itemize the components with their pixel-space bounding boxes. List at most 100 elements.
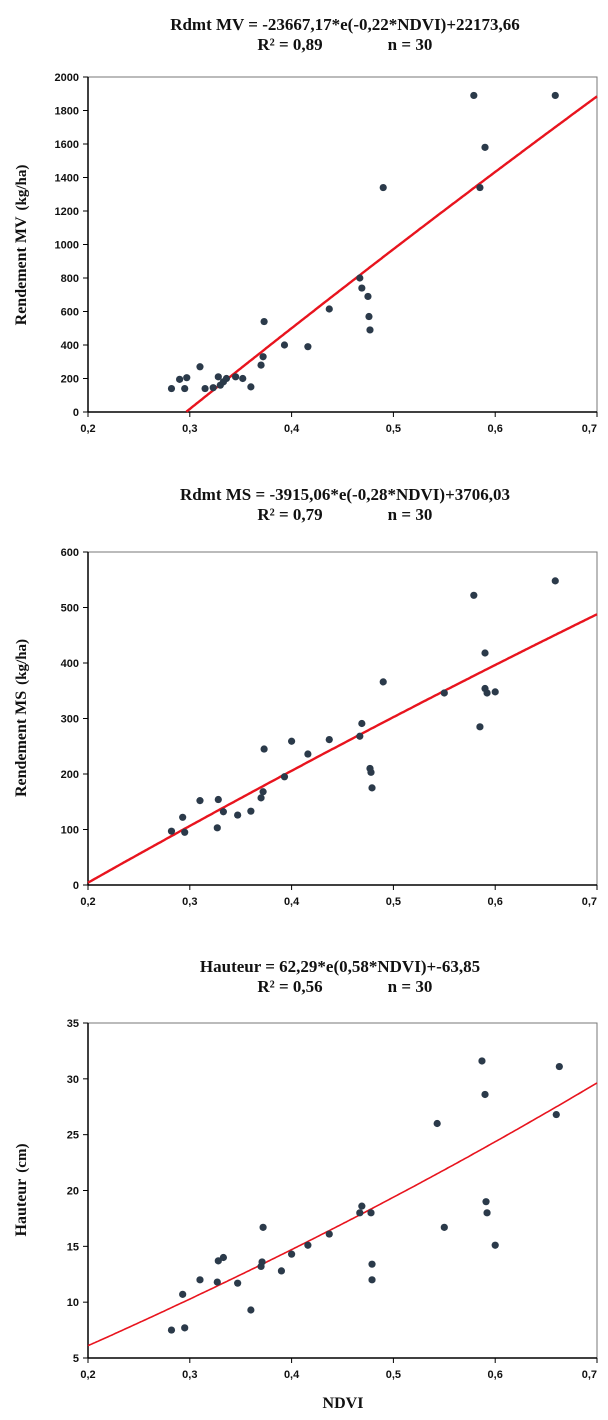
panel-3-x-axis-label: NDVI — [323, 1395, 364, 1412]
data-point — [365, 312, 373, 321]
fit-curve — [87, 613, 598, 884]
y-tick-label: 1600 — [55, 139, 79, 151]
data-point — [213, 1278, 221, 1286]
data-point — [181, 384, 189, 393]
panel-3-r2-label: R² = 0,56 — [257, 977, 322, 996]
y-tick-label: 30 — [67, 1074, 79, 1086]
data-point — [440, 689, 448, 697]
y-tick-label: 15 — [67, 1241, 79, 1253]
panel-3-title-line1: Hauteur = 62,29*e(0,58*NDVI)+-63,85 — [200, 957, 480, 976]
data-point — [364, 292, 372, 301]
data-point — [555, 1062, 563, 1071]
data-point — [260, 317, 268, 326]
data-point — [476, 723, 484, 731]
data-point — [167, 384, 176, 393]
x-tick-label: 0,3 — [182, 896, 197, 908]
y-tick-label: 800 — [61, 273, 79, 285]
y-tick-label: 2000 — [55, 72, 79, 84]
x-tick-label: 0,4 — [284, 423, 300, 435]
data-point — [368, 784, 376, 792]
data-point — [183, 374, 191, 382]
panel-2-plot: 0 100 200 300 400 500 600 0,2 0,3 0,4 0,5 0,6 0,7 — [61, 547, 598, 908]
data-point — [482, 1198, 490, 1206]
data-point — [219, 808, 227, 816]
data-point — [483, 689, 491, 697]
data-point — [277, 1267, 286, 1275]
y-tick-label: 600 — [61, 307, 79, 319]
data-point — [259, 353, 267, 361]
data-point — [325, 305, 333, 313]
data-point — [491, 1241, 499, 1249]
y-tick-label: 1000 — [55, 240, 79, 252]
y-tick-label: 0 — [73, 407, 79, 419]
data-point — [358, 1202, 366, 1210]
x-tick-label: 0,5 — [386, 423, 401, 435]
x-tick-label: 0,6 — [488, 423, 503, 435]
data-point — [259, 788, 267, 796]
y-tick-label: 35 — [67, 1018, 79, 1030]
data-point — [181, 1324, 189, 1332]
x-tick-label: 0,7 — [582, 1369, 597, 1381]
panel-1-n-label: n = 30 — [388, 35, 433, 54]
data-point — [304, 1241, 312, 1249]
panel-rendement-mv: Rdmt MV = -23667,17*e(-0,22*NDVI)+22173,… — [13, 15, 598, 435]
y-tick-label: 300 — [61, 714, 79, 726]
data-point — [214, 1257, 222, 1265]
data-point — [325, 1230, 333, 1238]
data-point — [247, 1306, 255, 1314]
y-tick-label: 600 — [61, 547, 79, 559]
data-point — [196, 363, 204, 371]
x-tick-label: 0,5 — [386, 896, 401, 908]
data-point — [232, 373, 240, 381]
x-tick-label: 0,4 — [284, 896, 300, 908]
data-point — [433, 1119, 441, 1128]
y-tick-label: 1400 — [55, 173, 79, 185]
data-point — [196, 797, 204, 805]
data-point — [551, 91, 559, 100]
data-point — [219, 1253, 227, 1262]
y-tick-label: 500 — [61, 603, 79, 615]
panel-2-y-axis-label: Rendement MS(kg/ha) — [13, 639, 30, 797]
data-point — [366, 326, 374, 334]
panel-3-n-label: n = 30 — [388, 977, 433, 996]
data-point — [167, 827, 176, 835]
data-point — [209, 384, 217, 392]
panel-1-plot: 0 200 400 600 800 1000 1200 1400 1600 1800 2000 0,2… — [55, 72, 598, 435]
x-tick-label: 0,7 — [582, 896, 597, 908]
data-point — [358, 284, 366, 292]
data-point — [304, 343, 312, 351]
data-point — [167, 1326, 176, 1334]
data-point — [368, 1276, 376, 1284]
data-point — [356, 274, 364, 282]
data-point — [476, 183, 484, 192]
data-point — [483, 1209, 491, 1217]
data-point — [179, 813, 187, 821]
fit-curve — [185, 95, 598, 413]
x-tick-label: 0,2 — [80, 896, 95, 908]
panel-2-r2-label: R² = 0,79 — [257, 505, 322, 524]
plot-area-frame — [87, 1022, 598, 1359]
data-point — [552, 1110, 560, 1119]
data-point — [214, 795, 222, 804]
y-tick-label: 0 — [73, 880, 79, 892]
panel-3-y-axis-label: Hauteur(cm) — [13, 1144, 30, 1237]
panel-3-plot: 5 10 15 20 25 30 35 0,2 0,3 0,4 0,5 0,6 0,7 — [67, 1018, 598, 1381]
y-tick-label: 10 — [67, 1297, 79, 1309]
x-tick-label: 0,3 — [182, 1369, 197, 1381]
y-tick-label: 1800 — [55, 106, 79, 118]
data-point — [234, 1279, 242, 1287]
y-tick-label: 1200 — [55, 206, 79, 218]
data-point — [470, 591, 478, 599]
x-tick-label: 0,3 — [182, 423, 197, 435]
x-tick-label: 0,2 — [80, 1369, 95, 1381]
data-point — [481, 143, 489, 151]
x-tick-label: 0,7 — [582, 423, 597, 435]
data-point — [288, 1250, 296, 1258]
y-tick-label: 400 — [61, 340, 79, 352]
x-tick-label: 0,5 — [386, 1369, 401, 1381]
y-tick-label: 200 — [61, 769, 79, 781]
data-point — [213, 824, 221, 832]
x-tick-label: 0,6 — [488, 896, 503, 908]
data-point — [176, 375, 184, 383]
data-point — [247, 383, 255, 391]
